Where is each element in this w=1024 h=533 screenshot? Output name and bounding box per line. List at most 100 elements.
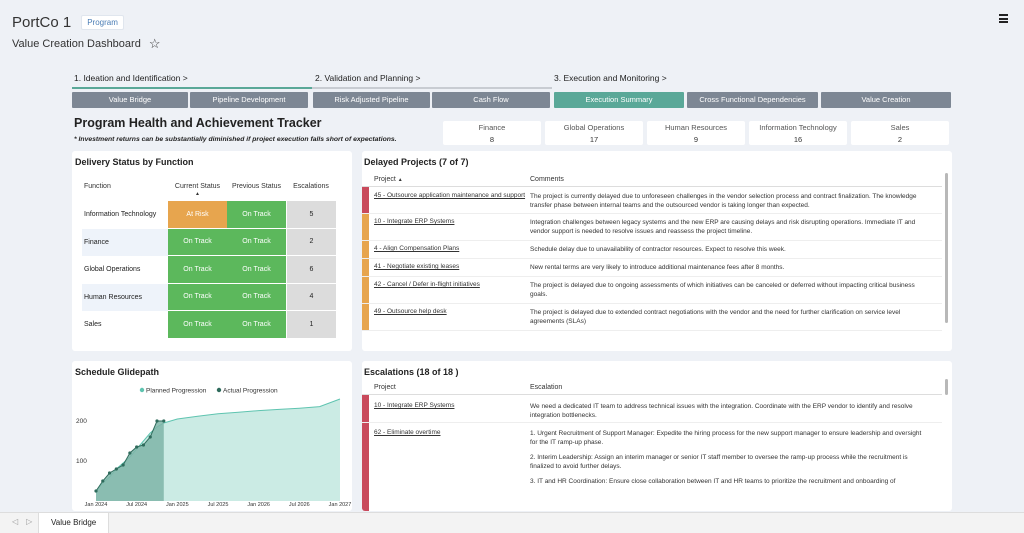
glidepath-title: Schedule Glidepath bbox=[75, 367, 160, 377]
scrollbar[interactable] bbox=[945, 173, 948, 323]
y-tick-label: 100 bbox=[76, 458, 87, 465]
tab-cash-flow[interactable]: Cash Flow bbox=[432, 92, 550, 108]
sort-up-icon: ▲ bbox=[195, 191, 200, 197]
col-current-status[interactable]: Current Status ▲ bbox=[168, 183, 227, 197]
dashboard-title: Value Creation Dashboard bbox=[12, 38, 141, 50]
bottom-tab-value-bridge[interactable]: Value Bridge bbox=[38, 513, 110, 533]
step-ideation[interactable]: 1. Ideation and Identification > bbox=[74, 73, 188, 83]
function-name: Human Resources bbox=[82, 283, 168, 311]
table-row[interactable]: Finance On Track On Track 2 bbox=[82, 228, 338, 256]
escalation-text: We need a dedicated IT team to address t… bbox=[530, 403, 913, 419]
escalation-text: 3. IT and HR Coordination: Ensure close … bbox=[530, 478, 896, 485]
step-validation[interactable]: 2. Validation and Planning > bbox=[315, 73, 421, 83]
status-marker bbox=[362, 423, 369, 511]
current-status: On Track bbox=[168, 228, 227, 256]
escalation-count: 4 bbox=[286, 283, 336, 311]
tab-risk-adjusted-pipeline[interactable]: Risk Adjusted Pipeline bbox=[313, 92, 430, 108]
legend-label: Actual Progression bbox=[223, 388, 278, 395]
delivery-status-table: Function Current Status ▲ Previous Status… bbox=[82, 177, 338, 339]
previous-status: On Track bbox=[227, 228, 286, 256]
function-name: Global Operations bbox=[84, 266, 141, 274]
previous-status: On Track bbox=[227, 311, 286, 339]
page-header: PortCo 1 Program bbox=[12, 14, 124, 31]
page-subtitle: Value Creation Dashboard ☆ bbox=[12, 36, 160, 52]
tracker-note: * Investment returns can be substantiall… bbox=[74, 136, 397, 143]
kpi-information-technology: Information Technology 16 bbox=[749, 121, 847, 145]
tab-execution-summary[interactable]: Execution Summary bbox=[554, 92, 684, 108]
glidepath-chart: Planned Progression Actual Progression 100… bbox=[76, 387, 352, 509]
table-header: Function Current Status ▲ Previous Status… bbox=[82, 177, 338, 201]
x-tick-label: Jan 2024 bbox=[85, 502, 108, 508]
escalation-text-block: 1. Urgent Recruitment of Support Manager… bbox=[530, 429, 942, 511]
col-comments[interactable]: Comments bbox=[530, 176, 564, 183]
col-function[interactable]: Function bbox=[84, 183, 111, 190]
col-escalations[interactable]: Escalations bbox=[293, 183, 329, 190]
project-link[interactable]: 4 - Align Compensation Plans bbox=[374, 245, 460, 252]
nav-prev-icon[interactable]: ◁ bbox=[12, 517, 19, 526]
step-underline bbox=[312, 87, 552, 89]
project-link[interactable]: 62 - Eliminate overtime bbox=[374, 429, 441, 436]
table-row[interactable]: 10 - Integrate ERP Systems We need a ded… bbox=[362, 395, 942, 423]
actual-point bbox=[94, 489, 98, 493]
table-row[interactable]: 4 - Align Compensation Plans Schedule de… bbox=[362, 241, 942, 259]
current-status: At Risk bbox=[168, 201, 227, 229]
sort-up-icon: ▲ bbox=[397, 177, 403, 183]
status-marker bbox=[362, 304, 369, 330]
col-project[interactable]: Project bbox=[374, 384, 396, 391]
actual-point bbox=[101, 479, 105, 483]
tab-value-creation[interactable]: Value Creation bbox=[821, 92, 951, 108]
project-comment: The project is delayed due to ongoing as… bbox=[530, 282, 915, 298]
scrollbar[interactable] bbox=[945, 379, 948, 395]
project-link[interactable]: 10 - Integrate ERP Systems bbox=[374, 218, 455, 225]
nav-next-icon[interactable]: ▷ bbox=[26, 517, 33, 526]
table-row[interactable]: Global Operations On Track On Track 6 bbox=[82, 256, 338, 284]
table-row[interactable]: 10 - Integrate ERP Systems Integration c… bbox=[362, 214, 942, 241]
star-icon[interactable]: ☆ bbox=[148, 36, 161, 51]
previous-status: On Track bbox=[227, 256, 286, 284]
project-link[interactable]: 49 - Outsource help desk bbox=[374, 308, 447, 315]
kpi-value: 8 bbox=[489, 135, 495, 144]
menu-icon[interactable] bbox=[999, 14, 1008, 23]
table-row[interactable]: Information Technology At Risk On Track … bbox=[82, 201, 338, 229]
tab-cross-functional-dependencies[interactable]: Cross Functional Dependencies bbox=[687, 92, 818, 108]
table-row[interactable]: 42 - Cancel / Defer in-flight initiative… bbox=[362, 277, 942, 304]
project-link[interactable]: 10 - Integrate ERP Systems bbox=[374, 402, 455, 409]
escalation-text: 1. Urgent Recruitment of Support Manager… bbox=[530, 430, 922, 446]
escalation-count: 6 bbox=[286, 256, 336, 284]
status-marker bbox=[362, 259, 369, 276]
planned-line bbox=[95, 398, 341, 492]
delayed-projects-card: Delayed Projects (7 of 7) Project ▲ Comm… bbox=[362, 151, 952, 351]
table-row[interactable]: 62 - Eliminate overtime 1. Urgent Recrui… bbox=[362, 423, 942, 511]
table-row[interactable]: Sales On Track On Track 1 bbox=[82, 311, 338, 339]
status-marker bbox=[362, 214, 369, 240]
tab-pipeline-development[interactable]: Pipeline Development bbox=[190, 92, 308, 108]
tab-value-bridge[interactable]: Value Bridge bbox=[72, 92, 188, 108]
table-header: Project ▲ Comments bbox=[362, 173, 942, 187]
table-row[interactable]: 41 - Negotiate existing leases New renta… bbox=[362, 259, 942, 277]
step-execution[interactable]: 3. Execution and Monitoring > bbox=[554, 73, 667, 83]
status-marker bbox=[362, 277, 369, 303]
project-comment: The project is currently delayed due to … bbox=[530, 193, 917, 209]
y-tick-label: 200 bbox=[76, 418, 87, 425]
x-tick-label: Jan 2027 bbox=[329, 502, 352, 508]
kpi-finance: Finance 8 bbox=[443, 121, 541, 145]
function-name: Sales bbox=[84, 321, 102, 329]
table-row[interactable]: 45 - Outsource application maintenance a… bbox=[362, 187, 942, 214]
col-escalation[interactable]: Escalation bbox=[530, 384, 563, 391]
project-link[interactable]: 45 - Outsource application maintenance a… bbox=[374, 192, 526, 199]
actual-point bbox=[162, 419, 166, 423]
glidepath-card: Schedule Glidepath Planned Progression Ac… bbox=[72, 361, 352, 511]
legend-marker bbox=[139, 387, 145, 393]
actual-point bbox=[141, 443, 146, 447]
table-row[interactable]: Human Resources On Track On Track 4 bbox=[82, 283, 338, 311]
previous-status: On Track bbox=[227, 283, 286, 311]
x-tick-label: Jul 2026 bbox=[289, 502, 310, 508]
project-link[interactable]: 42 - Cancel / Defer in-flight initiative… bbox=[374, 281, 480, 288]
col-project[interactable]: Project ▲ bbox=[362, 176, 530, 183]
table-row[interactable]: 49 - Outsource help desk The project is … bbox=[362, 304, 942, 331]
program-badge: Program bbox=[81, 15, 124, 30]
col-previous-status[interactable]: Previous Status bbox=[231, 183, 282, 190]
project-link[interactable]: 41 - Negotiate existing leases bbox=[374, 263, 460, 270]
actual-point bbox=[107, 471, 112, 475]
actual-point bbox=[114, 467, 118, 471]
